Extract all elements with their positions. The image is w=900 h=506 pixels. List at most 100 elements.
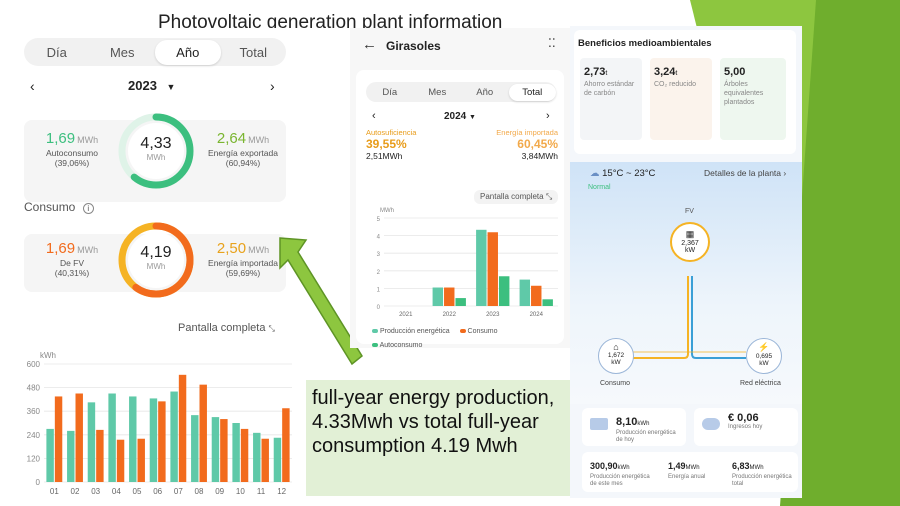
tab-ano[interactable]: Año bbox=[155, 39, 221, 65]
bar bbox=[170, 391, 178, 482]
bar bbox=[282, 408, 290, 482]
solar-panel-icon: ▦ bbox=[685, 229, 695, 239]
more-icon[interactable]: ⁚⁚ bbox=[548, 36, 556, 50]
legend-item-selfconsumption: Autoconsumo bbox=[372, 342, 422, 349]
stats-summary: 300,90kWh Producción energética de este … bbox=[582, 452, 798, 492]
x-tick-label: 06 bbox=[153, 487, 162, 496]
consumption-total-unit: MWh bbox=[146, 262, 166, 271]
y-tick-label: 0 bbox=[377, 305, 381, 311]
bar bbox=[149, 398, 158, 482]
bar bbox=[116, 439, 125, 482]
x-tick-label: 01 bbox=[50, 487, 59, 496]
bar bbox=[240, 428, 249, 482]
cloud-icon: ☁ bbox=[590, 168, 600, 179]
autoconsumo-label: Autoconsumo bbox=[46, 148, 98, 158]
expand-icon: ⤡ bbox=[268, 324, 275, 333]
import-label: Energía importada bbox=[496, 128, 558, 137]
middle-tab-ano[interactable]: Año bbox=[476, 86, 494, 98]
y-tick-label: 3 bbox=[377, 252, 381, 258]
bar bbox=[67, 430, 75, 482]
slide-title: Photovoltaic generation plant informatio… bbox=[158, 12, 503, 33]
x-tick-label: 07 bbox=[174, 487, 183, 496]
self-sufficiency-pct: 39,55% bbox=[366, 137, 407, 151]
bar bbox=[498, 276, 510, 306]
middle-next-icon[interactable]: › bbox=[546, 110, 550, 122]
fullscreen-button-middle[interactable]: Pantalla completa ⤡ bbox=[474, 190, 559, 204]
bar bbox=[444, 287, 455, 306]
exported-pct: (60,94%) bbox=[225, 158, 261, 168]
prev-year-icon[interactable]: ‹ bbox=[30, 78, 35, 94]
tab-total[interactable]: Total bbox=[239, 44, 267, 60]
stat-today-income: € 0,06 Ingresos hoy bbox=[694, 408, 798, 446]
bar bbox=[531, 285, 542, 306]
bar bbox=[137, 438, 145, 482]
bar bbox=[232, 423, 240, 482]
autoconsumo-pct: (39,06%) bbox=[54, 158, 90, 168]
bar bbox=[158, 401, 166, 482]
x-tick-label: 09 bbox=[215, 487, 224, 496]
arrow-icon bbox=[279, 237, 363, 366]
bar bbox=[542, 299, 553, 306]
bar bbox=[455, 298, 466, 306]
tab-mes[interactable]: Mes bbox=[109, 44, 135, 60]
bar bbox=[191, 415, 199, 482]
production-ring bbox=[118, 113, 194, 189]
bar bbox=[54, 396, 63, 482]
bar bbox=[487, 232, 498, 306]
x-tick-label: 04 bbox=[112, 487, 121, 496]
year-selector[interactable]: 2023 ▼ bbox=[128, 78, 175, 93]
consumption-card: 1,69 MWh De FV (40,31%) 4,19 MWh 2,50 MWh … bbox=[24, 222, 286, 298]
weather-info: ☁ 15°C ~ 23°C bbox=[590, 168, 656, 179]
pv-node[interactable]: ▦ 2,367 kW bbox=[670, 222, 710, 262]
next-year-icon[interactable]: › bbox=[270, 78, 275, 94]
benefit-coal: 2,73t Ahorro estándar de carbón bbox=[580, 58, 642, 140]
legend-item-consumption: Consumo bbox=[459, 328, 497, 335]
middle-tab-dia[interactable]: Día bbox=[382, 86, 398, 98]
back-arrow-icon[interactable]: ← bbox=[362, 36, 377, 53]
plant-details-link[interactable]: Detalles de la planta › bbox=[704, 168, 787, 178]
middle-app-panel: ← Girasoles ⁚⁚ Día Mes Año Total ‹ 2024 … bbox=[350, 28, 570, 349]
imported-value: 2,50 bbox=[216, 240, 247, 257]
fullscreen-button-left[interactable]: Pantalla completa ⤡ bbox=[178, 322, 275, 334]
grid-node[interactable]: ⚡ 0,695 kW bbox=[746, 338, 782, 374]
production-total-unit: MWh bbox=[146, 153, 166, 162]
self-sufficiency-label: Autosuficiencia bbox=[366, 128, 417, 137]
x-tick-label: 2021 bbox=[399, 312, 413, 318]
benefits-title: Beneficios medioambientales bbox=[578, 38, 712, 49]
info-icon[interactable]: i bbox=[82, 203, 94, 214]
right-app-panel: Beneficios medioambientales 2,73t Ahorro… bbox=[570, 26, 802, 498]
x-tick-label: 08 bbox=[195, 487, 204, 496]
middle-tab-total[interactable]: Total bbox=[508, 83, 556, 101]
x-tick-label: 2024 bbox=[530, 312, 544, 318]
y-tick-label: 0 bbox=[36, 478, 41, 487]
grid-node-label: Red eléctrica bbox=[740, 380, 781, 387]
coins-icon bbox=[702, 418, 720, 430]
bar bbox=[46, 428, 54, 482]
plant-status: Normal bbox=[588, 184, 611, 191]
power-tower-icon: ⚡ bbox=[758, 342, 770, 352]
middle-year-label: 2024 bbox=[444, 111, 467, 122]
bar bbox=[476, 229, 487, 306]
y-tick-label: 600 bbox=[27, 360, 41, 369]
yearly-bar-chart: MWh 0 1 2 3 4 5 2021 2022 2023 2024 bbox=[377, 208, 558, 318]
benefit-co2: 3,24t CO₂ reducido bbox=[650, 58, 712, 140]
home-node[interactable]: ⌂ 1,672 kW bbox=[598, 338, 634, 374]
bar bbox=[273, 437, 282, 482]
expand-icon: ⤡ bbox=[545, 192, 553, 201]
y-tick-label: 240 bbox=[27, 431, 41, 440]
y-tick-label: 5 bbox=[377, 217, 381, 223]
middle-year-selector[interactable]: 2024 ▼ bbox=[444, 111, 476, 122]
middle-prev-icon[interactable]: ‹ bbox=[372, 110, 376, 122]
year-label: 2023 bbox=[128, 78, 157, 93]
annotation-text: full-year energy production, 4.33Mwh vs … bbox=[312, 387, 555, 457]
consumption-ring bbox=[118, 222, 194, 298]
from-pv-value: 1,69 bbox=[45, 240, 76, 257]
legend-item-production: Producción energética bbox=[372, 328, 450, 335]
pv-node-label: FV bbox=[685, 208, 694, 215]
annotation-box: full-year energy production, 4.33Mwh vs … bbox=[306, 380, 570, 496]
middle-tab-mes[interactable]: Mes bbox=[428, 86, 447, 98]
y-axis-label: MWh bbox=[380, 208, 394, 214]
bar bbox=[87, 402, 96, 482]
tab-dia[interactable]: Día bbox=[46, 44, 67, 60]
bar bbox=[261, 438, 269, 482]
